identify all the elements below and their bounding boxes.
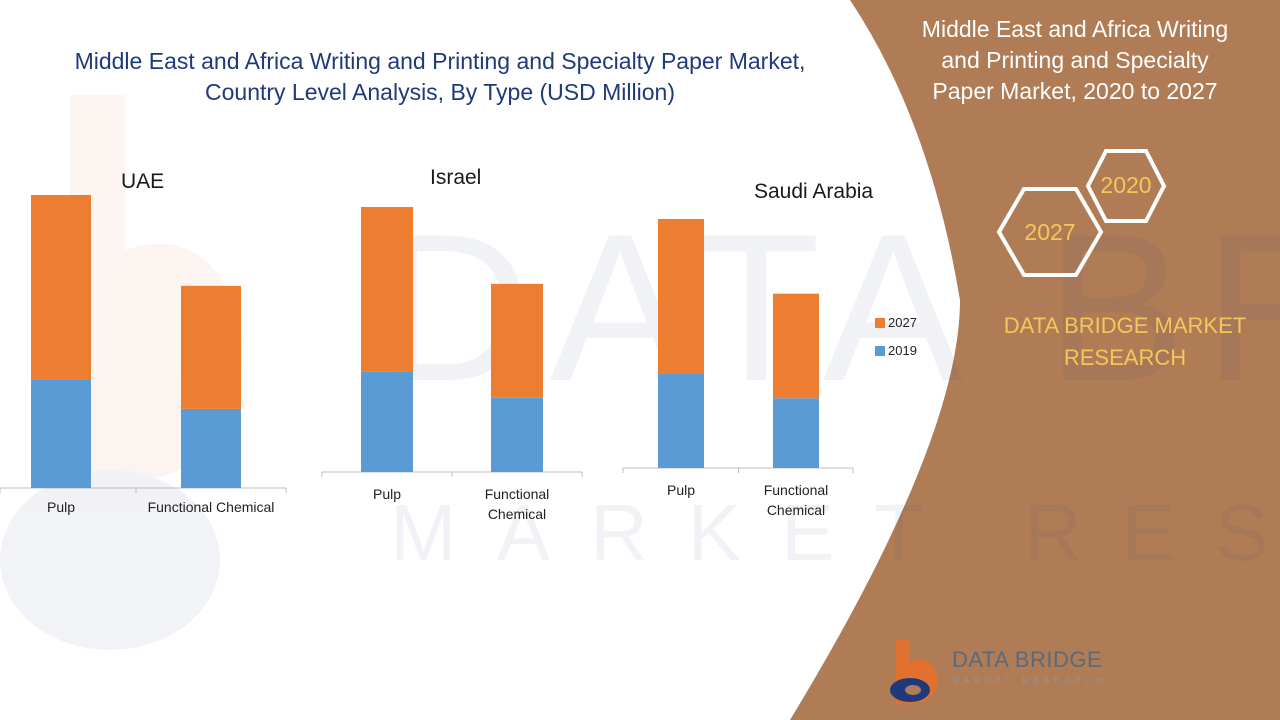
svg-text:MARKET RESEARCH: MARKET RESEARCH [390,488,1280,577]
chart-title-line-1: Middle East and Africa Writing and Print… [74,48,806,74]
bar-saudi-pulp-2019 [658,373,704,468]
bar-israel-functional-chemical-2027 [491,283,543,398]
bar-uae-pulp-2019 [31,379,91,488]
bar-israel-pulp-2019 [361,371,413,472]
data-bridge-logo-icon [890,640,939,705]
category-label-israel-functional-chemical-text: Functional Chemical [484,486,550,522]
legend-label-2027: 2027 [888,315,917,330]
legend-swatch-2027 [875,318,885,328]
side-panel-title: Middle East and Africa Writing and Print… [895,14,1255,107]
legend-label-2019: 2019 [888,343,917,358]
side-panel-title-line-3: Paper Market, 2020 to 2027 [932,78,1218,104]
hexagon-2020-icon [1085,149,1167,223]
chart-title-line-2: Country Level Analysis, By Type (USD Mil… [205,79,675,105]
side-panel-title-line-2: and Printing and Specialty [941,47,1209,73]
logo-subtitle: MARKET RESEARCH [952,676,1107,685]
bar-saudi-pulp-2027 [658,219,704,374]
category-label-saudi-pulp: Pulp [666,482,696,498]
bar-saudi-functional-chemical-2027 [773,293,819,399]
hexagon-2027-icon [996,187,1104,277]
bar-uae-pulp-2027 [31,195,91,380]
category-label-saudi-functional-chemical: Functional Chemical [746,480,846,520]
category-label-israel-pulp: Pulp [372,486,402,502]
brand-name-line-2: RESEARCH [1063,345,1187,370]
country-title-saudi-arabia: Saudi Arabia [754,180,874,203]
logo-name: DATA BRIDGE [952,647,1103,672]
bar-israel-pulp-2027 [361,207,413,372]
hexagon-2027-label: 2027 [1024,219,1076,245]
category-label-israel-functional-chemical: Functional Chemical [467,484,567,524]
side-panel-shape [790,0,1280,720]
category-label-uae-pulp: Pulp [46,499,76,515]
category-label-saudi-functional-chemical-text: Functional Chemical [763,482,829,518]
legend-swatch-2019 [875,346,885,356]
bar-israel-functional-chemical-2019 [491,397,543,472]
side-panel-title-line-1: Middle East and Africa Writing [921,16,1229,42]
bar-uae-functional-chemical-2019 [181,408,241,488]
hexagon-2020-label: 2020 [1100,172,1152,198]
brand-name-line-1: DATA BRIDGE MARKET [1003,313,1247,338]
brand-name: DATA BRIDGE MARKET RESEARCH [985,310,1265,374]
category-label-uae-functional-chemical: Functional Chemical [147,499,275,515]
chart-title: Middle East and Africa Writing and Print… [30,46,850,108]
bar-saudi-functional-chemical-2019 [773,398,819,468]
country-title-israel: Israel [430,166,482,189]
bar-uae-functional-chemical-2027 [181,285,241,409]
country-title-uae: UAE [121,170,165,193]
